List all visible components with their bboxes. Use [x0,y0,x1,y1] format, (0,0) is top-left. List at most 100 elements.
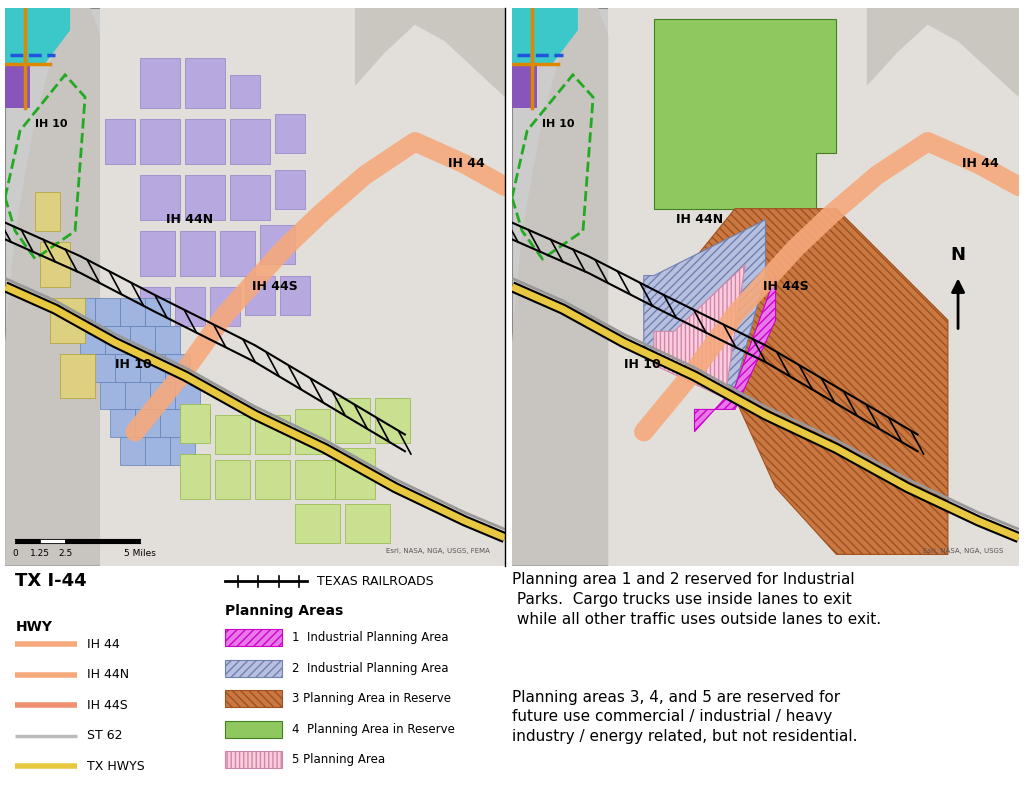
Text: IH 44N: IH 44N [87,668,129,681]
Bar [185,119,225,164]
Bar [225,751,282,768]
Bar [275,114,305,153]
Polygon shape [512,8,578,63]
Bar [70,298,95,326]
Bar [185,58,225,108]
Text: N: N [950,247,966,264]
Bar [512,64,538,108]
Text: IH 10: IH 10 [624,358,660,371]
Bar [180,231,215,275]
Bar [130,326,155,354]
Text: IH 44N: IH 44N [167,214,214,226]
Bar [66,539,90,543]
Bar [260,225,295,264]
Text: 4  Planning Area in Reserve: 4 Planning Area in Reserve [292,722,455,736]
Bar [170,437,195,465]
Bar [5,64,30,108]
Bar [135,410,160,437]
Bar [35,192,60,231]
Bar [125,381,151,410]
Polygon shape [5,8,70,63]
Bar [215,460,250,498]
Bar [225,721,282,737]
Bar [608,8,1019,566]
Bar [225,630,282,646]
Polygon shape [654,19,837,209]
Bar [175,381,200,410]
Bar [95,298,120,326]
Text: IH 44S: IH 44S [763,280,809,293]
Polygon shape [5,8,100,566]
Bar [140,58,180,108]
Bar [255,460,290,498]
Bar [225,691,282,707]
Bar [280,275,310,315]
Polygon shape [694,275,775,432]
Polygon shape [355,8,505,97]
Text: 1  Industrial Planning Area: 1 Industrial Planning Area [292,631,449,644]
Polygon shape [694,209,948,554]
Bar [120,298,145,326]
Bar [255,415,290,454]
Text: IH 44: IH 44 [962,157,998,169]
Bar [185,410,210,437]
Bar [220,231,255,275]
Text: Planning Areas: Planning Areas [225,604,343,618]
Bar [160,410,185,437]
Text: IH 44S: IH 44S [87,698,128,712]
Bar [105,119,135,164]
Bar [80,326,105,354]
Bar [140,354,165,381]
Bar [375,399,410,443]
Bar [115,354,140,381]
Bar [145,437,170,465]
Bar [105,326,130,354]
Bar [275,169,305,209]
Bar [50,298,85,343]
Bar [295,460,335,498]
Bar [230,175,270,220]
Text: IH 10: IH 10 [115,358,152,371]
Bar [345,504,390,543]
Text: 2  Industrial Planning Area: 2 Industrial Planning Area [292,661,449,675]
Bar [140,119,180,164]
Bar [185,175,225,220]
Text: HWY: HWY [15,619,52,634]
Bar [145,298,170,326]
Bar [140,175,180,220]
Bar [295,504,340,543]
Text: IH 44N: IH 44N [676,214,723,226]
Bar [140,231,175,275]
Text: Planning area 1 and 2 reserved for Industrial
 Parks.  Cargo trucks use inside l: Planning area 1 and 2 reserved for Indus… [512,573,881,627]
Text: TX I-44: TX I-44 [15,573,87,590]
Bar [335,399,370,443]
Text: 1.25: 1.25 [30,549,50,558]
Text: 5 Miles: 5 Miles [124,549,156,558]
Text: Esri, NASA, NGA, USGS: Esri, NASA, NGA, USGS [924,548,1004,554]
Bar [215,415,250,454]
Bar [335,448,375,498]
Text: 0: 0 [12,549,18,558]
Bar [110,410,135,437]
Bar [245,275,275,315]
Polygon shape [644,220,766,387]
Bar [175,286,205,326]
Bar [60,354,95,399]
Text: TX HWYS: TX HWYS [87,759,144,773]
Text: Planning areas 3, 4, and 5 are reserved for
future use commercial / industrial /: Planning areas 3, 4, and 5 are reserved … [512,690,857,744]
Bar [100,381,125,410]
Bar [15,539,40,543]
Text: TEXAS RAILROADS: TEXAS RAILROADS [317,575,434,588]
Bar [140,286,170,326]
Bar [151,381,175,410]
Text: 2.5: 2.5 [58,549,73,558]
Text: 5 Planning Area: 5 Planning Area [292,753,385,766]
Polygon shape [866,8,1019,97]
Text: IH 10: IH 10 [35,119,68,130]
Polygon shape [654,264,745,399]
Bar [180,454,210,498]
Bar [165,354,190,381]
Bar [230,119,270,164]
Text: IH 44: IH 44 [449,157,484,169]
Text: IH 44: IH 44 [87,638,120,651]
